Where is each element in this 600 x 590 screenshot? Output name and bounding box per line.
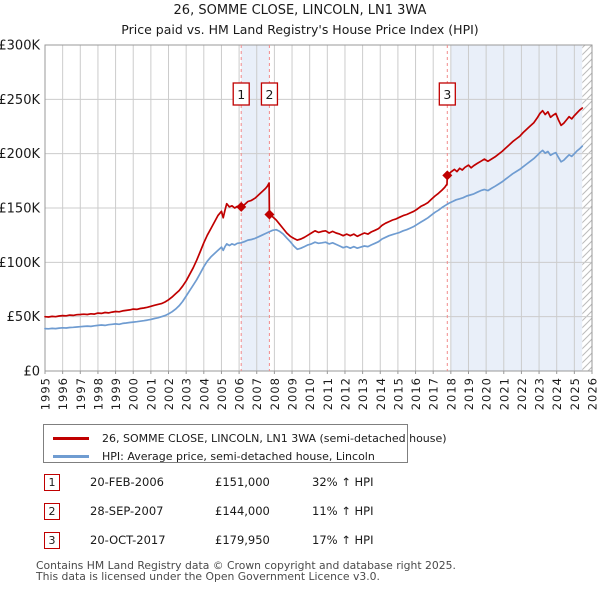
x-tick-label: 2013 [356,377,370,410]
x-tick-label: 2010 [303,377,317,410]
x-tick-label: 2002 [162,377,176,410]
x-tick-label: 2016 [409,377,423,410]
sale-2-price: £144,000 [215,504,270,518]
y-tick-label: £150K [0,202,40,217]
x-tick-label: 1997 [74,377,88,410]
x-tick-label: 2006 [233,377,247,410]
x-tick-label: 1996 [56,377,70,410]
license-line-2: This data is licensed under the Open Gov… [36,570,380,583]
x-tick-label: 2018 [444,377,458,410]
legend-box: 26, SOMME CLOSE, LINCOLN, LN1 3WA (semi-… [43,424,447,465]
license-line-1: Contains HM Land Registry data © Crown c… [36,559,456,572]
y-tick-label: £100K [0,256,40,271]
legend-label-property: 26, SOMME CLOSE, LINCOLN, LN1 3WA (semi-… [102,431,447,445]
sale-row-3: 3 20-OCT-2017 £179,950 17% ↑ HPI [44,532,564,552]
x-tick-label: 2025 [568,377,582,410]
x-tick-label: 1995 [39,377,53,410]
x-tick-label: 2014 [374,377,388,410]
x-tick-label: 2012 [338,377,352,410]
sale-3-date: 20-OCT-2017 [90,533,166,547]
x-tick-label: 2024 [550,377,564,410]
x-tick-label: 2005 [215,377,229,410]
x-tick-label: 2009 [286,377,300,410]
sale-3-vs-hpi: 17% ↑ HPI [312,533,374,547]
x-tick-label: 2021 [497,377,511,410]
x-tick-label: 2023 [533,377,547,410]
sale-marker-label-2: 2 [265,87,273,102]
hpi-average-line [44,145,584,330]
sale-point-3 [442,170,453,181]
sale-marker-box-2 [260,82,279,106]
sale-2-date: 28-SEP-2007 [90,504,164,518]
y-tick-label: £200K [0,147,40,162]
x-tick-label: 2003 [180,377,194,410]
x-tick-label: 2026 [586,377,600,410]
x-tick-label: 1999 [109,377,123,410]
legend-item-hpi: HPI: Average price, semi-detached house,… [44,447,407,465]
x-tick-label: 2011 [321,377,335,410]
y-tick-label: £50K [7,310,41,325]
sale-2-marker-number: 2 [44,503,60,520]
plot-border [44,44,593,372]
x-tick-label: 2019 [462,377,476,410]
sale-point-1 [236,201,247,212]
sale-marker-label-1: 1 [237,87,245,102]
x-tick-label: 2017 [427,377,441,410]
y-tick-label: £0 [23,365,40,380]
x-tick-label: 2004 [197,377,211,410]
sale-3-price: £179,950 [215,533,270,547]
y-tick-label: £250K [0,93,40,108]
x-tick-label: 1998 [91,377,105,410]
sale-2-vs-hpi: 11% ↑ HPI [312,504,374,518]
sale-point-2 [264,209,275,220]
page-subtitle: Price paid vs. HM Land Registry's House … [121,22,479,37]
price-vs-hpi-chart: 1995 1996 1997 1998 1999 2000 2001 2002 2003 2004… [0,39,600,411]
legend-label-hpi: HPI: Average price, semi-detached house,… [102,449,375,463]
sale-1-price: £151,000 [215,475,270,489]
x-tick-label: 2022 [515,377,529,410]
sale-3-marker-number: 3 [44,532,60,549]
property-price-line [44,107,584,318]
sale-1-marker-number: 1 [44,474,60,491]
sale-marker-box-1 [232,82,250,106]
sale-1-vs-hpi: 32% ↑ HPI [312,475,374,489]
sale-marker-label-3: 3 [443,87,451,102]
y-tick-label: £300K [0,39,40,54]
sale-row-1: 1 20-FEB-2006 £151,000 32% ↑ HPI [44,474,564,494]
x-tick-label: 2001 [144,377,158,410]
page-title: 26, SOMME CLOSE, LINCOLN, LN1 3WA [173,3,427,18]
x-tick-label: 2015 [391,377,405,410]
sale-row-2: 2 28-SEP-2007 £144,000 11% ↑ HPI [44,503,564,523]
x-tick-label: 2008 [268,377,282,410]
property-line-swatch [53,436,89,440]
sale-marker-box-3 [438,82,456,106]
hpi-line-swatch [53,454,89,458]
legend-item-property: 26, SOMME CLOSE, LINCOLN, LN1 3WA (semi-… [44,429,447,447]
x-tick-label: 2007 [250,377,264,410]
x-tick-label: 2020 [480,377,494,410]
x-tick-label: 2000 [127,377,141,410]
sale-1-date: 20-FEB-2006 [90,475,164,489]
